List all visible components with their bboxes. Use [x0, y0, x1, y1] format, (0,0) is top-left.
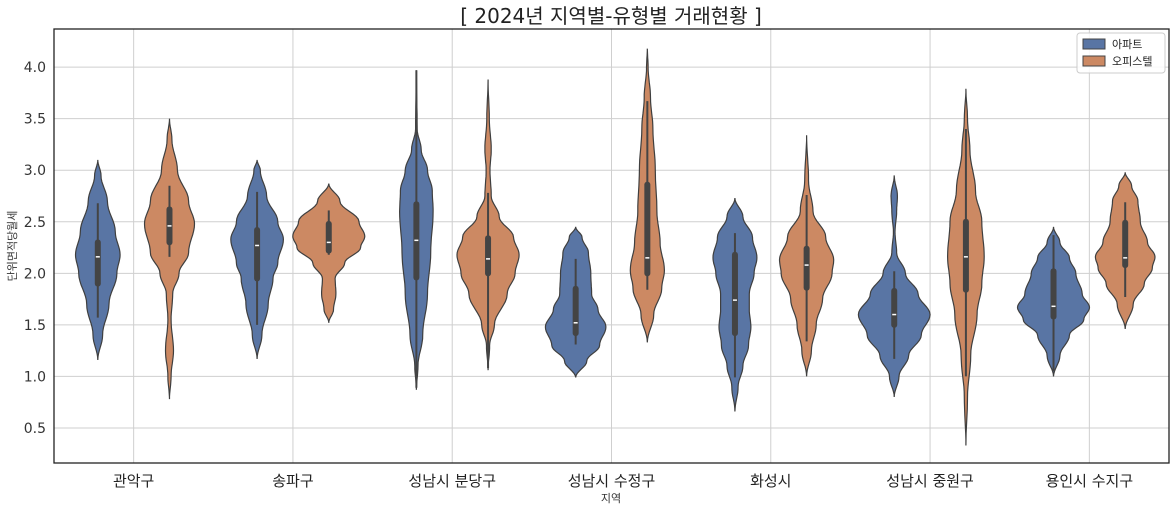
y-tick-label: 3.0 — [24, 163, 46, 179]
y-tick-label: 0.5 — [24, 421, 46, 437]
violin-officetel — [1094, 172, 1156, 330]
violin-officetel — [629, 48, 666, 343]
x-tick-label: 송파구 — [272, 472, 313, 490]
x-tick-labels: 관악구 송파구 성남시 분당구 성남시 수정구 화성시 성남시 중원구 용인시 수지구 — [113, 472, 1133, 490]
violin-apartment — [1016, 226, 1091, 377]
violin-officetel — [778, 135, 835, 377]
y-tick-label: 4.0 — [24, 60, 46, 76]
y-tick-label: 3.5 — [24, 112, 46, 128]
violin-officetel — [456, 79, 520, 371]
chart-title: [ 2024년 지역별-유형별 거래현황 ] — [460, 4, 762, 28]
legend-swatch-officetel — [1082, 55, 1106, 67]
y-tick-label: 2.0 — [24, 266, 46, 282]
legend-label-officetel: 오피스텔 — [1112, 55, 1152, 68]
y-tick-label: 1.5 — [24, 318, 46, 334]
x-axis-label: 지역 — [601, 492, 621, 505]
grid-lines — [54, 29, 1169, 463]
violin-officetel — [292, 183, 366, 323]
violin-apartment — [398, 70, 434, 390]
x-tick-label: 화성시 — [750, 472, 791, 490]
violins — [74, 48, 1156, 446]
y-tick-label: 1.0 — [24, 369, 46, 385]
y-tick-labels: 0.5 1.0 1.5 2.0 2.5 3.0 3.5 4.0 — [24, 60, 46, 437]
legend: 아파트 오피스텔 — [1076, 32, 1166, 74]
x-tick-label: 성남시 분당구 — [408, 472, 496, 490]
y-axis-label: 단위면적당월세 — [6, 211, 19, 282]
violin-apartment — [74, 159, 121, 360]
violin-apartment — [712, 198, 758, 412]
violin-officetel — [143, 118, 196, 400]
y-tick-label: 2.5 — [24, 215, 46, 231]
legend-swatch-apartment — [1082, 38, 1106, 50]
plot-frame — [53, 28, 1170, 464]
x-tick-label: 성남시 중원구 — [886, 472, 974, 490]
legend-label-apartment: 아파트 — [1112, 38, 1142, 51]
x-tick-label: 성남시 수정구 — [568, 472, 656, 490]
x-tick-label: 용인시 수지구 — [1046, 472, 1134, 490]
violin-apartment — [230, 159, 285, 359]
violin-apartment — [857, 175, 931, 398]
violin-apartment — [544, 226, 607, 378]
x-tick-label: 관악구 — [113, 472, 154, 490]
violin-body — [143, 118, 196, 400]
violin-officetel — [946, 88, 985, 446]
